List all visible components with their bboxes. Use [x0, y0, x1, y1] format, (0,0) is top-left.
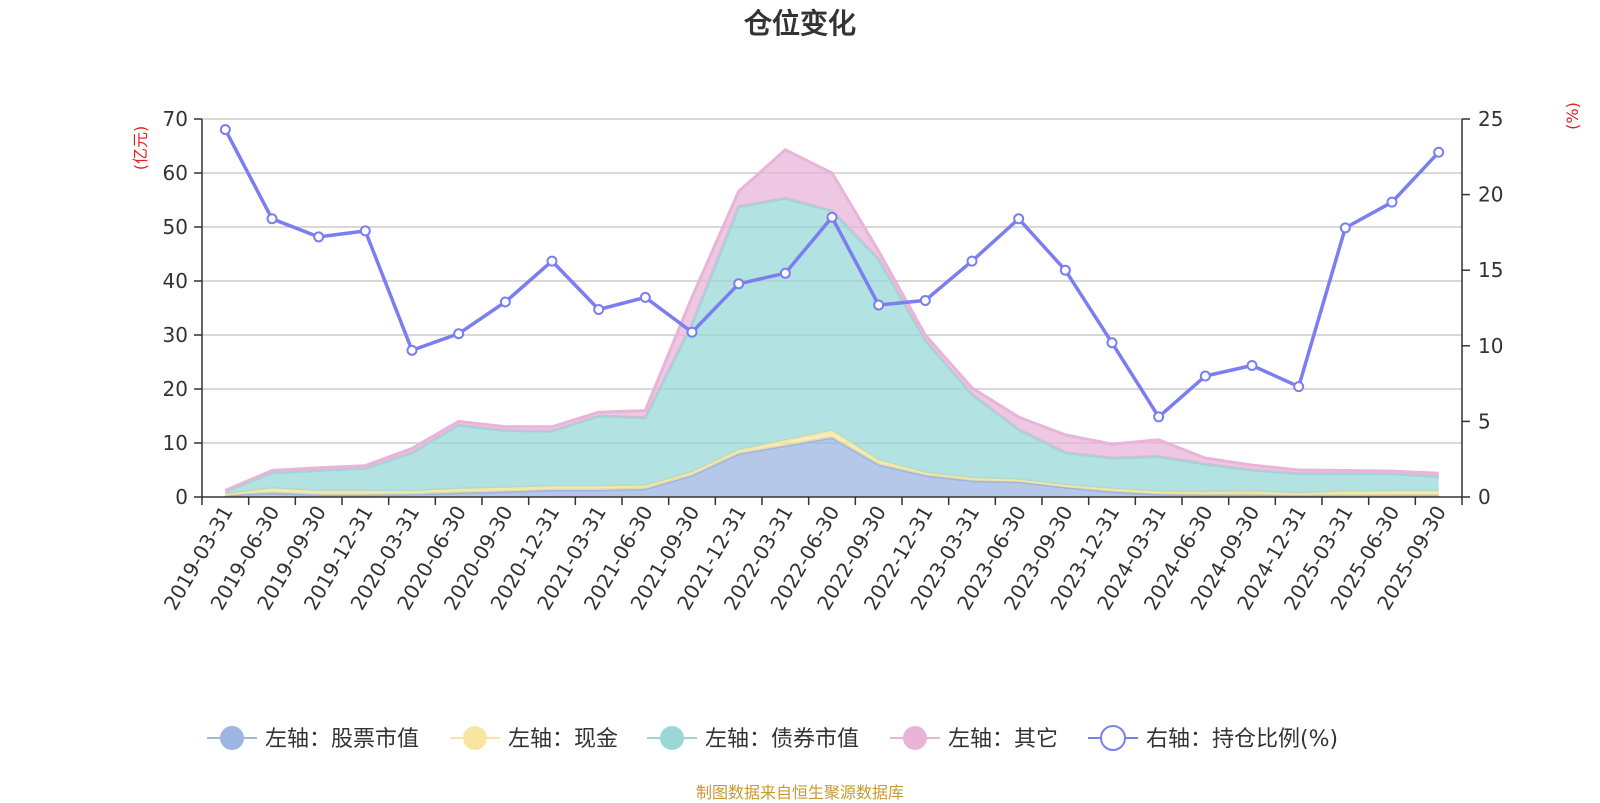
left-tick-label: 40: [163, 269, 188, 293]
legend-item: 左轴：现金: [450, 726, 618, 752]
right-tick-label: 25: [1478, 107, 1503, 131]
ratio-point: [733, 278, 745, 290]
ratio-point: [1199, 370, 1211, 382]
left-tick-label: 20: [163, 377, 188, 401]
legend-label: 左轴：现金: [508, 727, 618, 752]
ratio-point: [593, 304, 605, 316]
ratio-point: [219, 124, 231, 136]
ratio-point: [1386, 196, 1398, 208]
stacked-areas: [224, 148, 1439, 497]
ratio-point: [453, 328, 465, 340]
ratio-point: [1339, 222, 1351, 234]
legend-item: 右轴：持仓比例(%): [1088, 725, 1338, 752]
legend-marker: [220, 726, 244, 750]
right-tick-label: 0: [1478, 485, 1491, 509]
legend-label: 左轴：股票市值: [265, 727, 419, 752]
ratio-point: [639, 291, 651, 303]
legend-item: 左轴：债券市值: [647, 726, 859, 752]
left-tick-label: 30: [163, 323, 188, 347]
ratio-point: [266, 213, 278, 225]
ratio-point: [499, 296, 511, 308]
chart-title: 仓位变化: [743, 7, 856, 40]
legend-label: 左轴：债券市值: [705, 727, 859, 752]
ratio-point: [686, 326, 698, 338]
ratio-point: [1433, 146, 1445, 158]
area-债券市值: [225, 198, 1439, 495]
right-axis-unit: (%): [1563, 102, 1582, 130]
legend-label: 右轴：持仓比例(%): [1146, 727, 1338, 752]
left-tick-label: 60: [163, 161, 188, 185]
ratio-point: [826, 211, 838, 223]
ratio-point: [359, 225, 371, 237]
left-axis-unit: (亿元): [131, 126, 150, 171]
legend-marker: [660, 726, 684, 750]
right-tick-label: 5: [1478, 409, 1491, 433]
left-tick-label: 70: [163, 107, 188, 131]
right-tick-label: 20: [1478, 183, 1503, 207]
source-note: 制图数据来自恒生聚源数据库: [695, 783, 904, 802]
ratio-point: [546, 255, 558, 267]
ratio-point: [919, 294, 931, 306]
left-tick-label: 10: [163, 431, 188, 455]
ratio-point: [1246, 359, 1258, 371]
area-股票市值: [225, 437, 1439, 497]
ratio-point: [873, 299, 885, 311]
ratio-line-layer: [219, 124, 1445, 423]
right-tick-label: 10: [1478, 334, 1503, 358]
ratio-point: [1106, 337, 1118, 349]
area-edge-其它: [224, 148, 1439, 492]
ratio-point: [1153, 411, 1165, 423]
legend-item: 左轴：其它: [890, 726, 1058, 752]
right-tick-label: 15: [1478, 258, 1503, 282]
ratio-point: [406, 344, 418, 356]
ratio-point: [779, 267, 791, 279]
ratio-point: [966, 255, 978, 267]
legend-marker: [903, 726, 927, 750]
left-tick-label: 50: [163, 215, 188, 239]
ratio-point: [1293, 381, 1305, 393]
ratio-point: [1059, 264, 1071, 276]
legend-marker: [1100, 725, 1126, 751]
ratio-point: [1013, 213, 1025, 225]
left-tick-label: 0: [175, 485, 188, 509]
legend: 左轴：股票市值 左轴：现金 左轴：债券市值 左轴：其它 右轴：持仓比例(%): [207, 725, 1338, 752]
ratio-point: [313, 231, 325, 243]
legend-label: 左轴：其它: [948, 727, 1058, 752]
legend-item: 左轴：股票市值: [207, 726, 419, 752]
legend-marker: [463, 726, 487, 750]
